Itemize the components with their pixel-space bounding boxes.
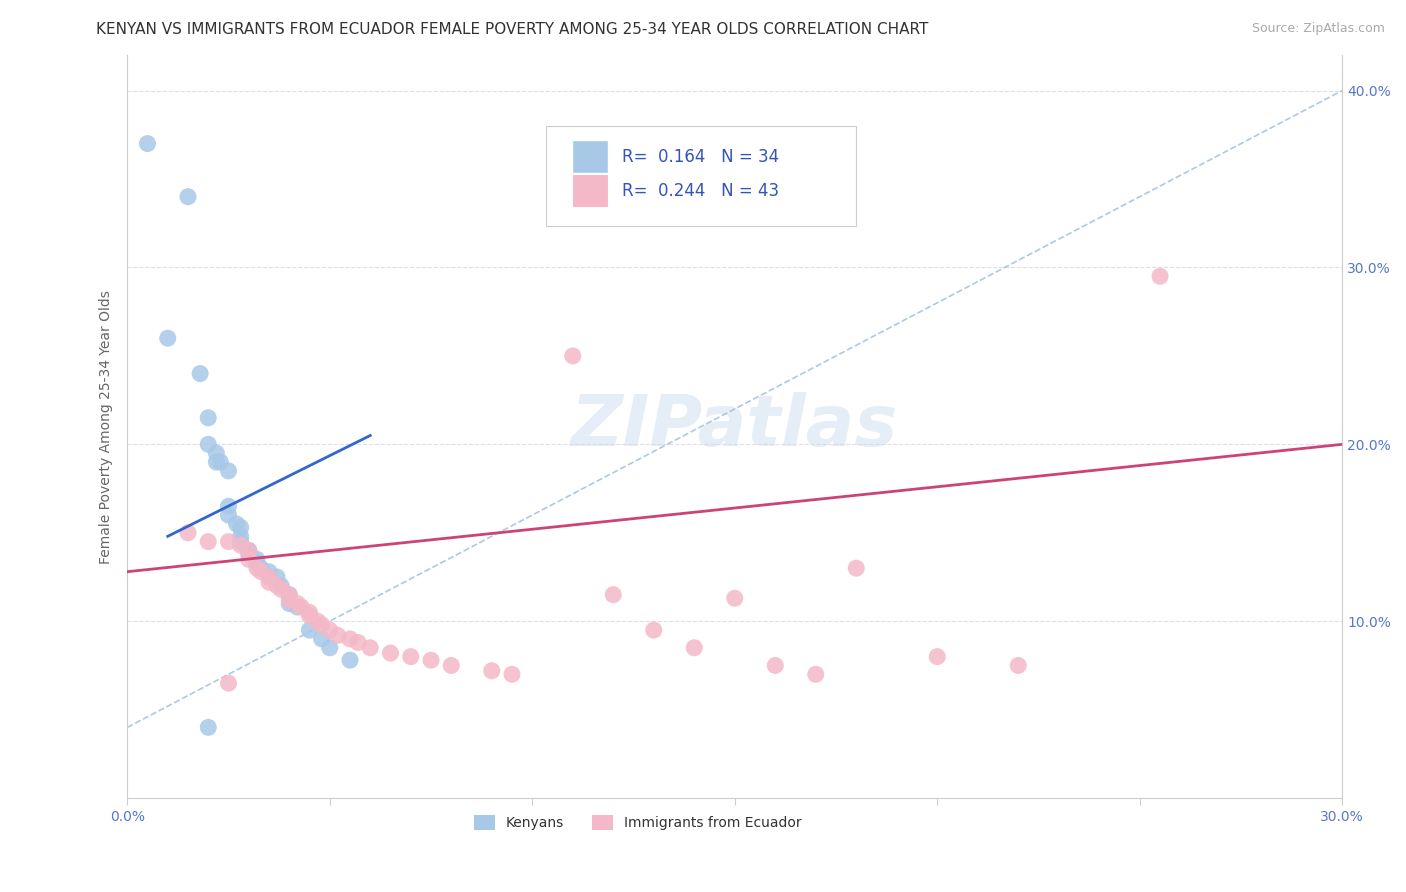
Point — [218, 464, 240, 478]
Point — [270, 579, 292, 593]
Point — [218, 676, 240, 690]
Point — [804, 667, 827, 681]
Legend: Kenyans, Immigrants from Ecuador: Kenyans, Immigrants from Ecuador — [468, 810, 807, 836]
Text: KENYAN VS IMMIGRANTS FROM ECUADOR FEMALE POVERTY AMONG 25-34 YEAR OLDS CORRELATI: KENYAN VS IMMIGRANTS FROM ECUADOR FEMALE… — [96, 22, 928, 37]
Point — [205, 455, 228, 469]
Point — [927, 649, 949, 664]
Point — [257, 575, 280, 590]
Point — [311, 632, 333, 646]
Point — [229, 529, 252, 543]
Point — [359, 640, 381, 655]
Point — [250, 561, 273, 575]
Point — [229, 534, 252, 549]
Point — [177, 525, 200, 540]
Point — [197, 410, 219, 425]
Point — [319, 640, 342, 655]
Point — [218, 508, 240, 522]
Point — [229, 520, 252, 534]
Point — [298, 606, 321, 620]
Point — [763, 658, 786, 673]
Point — [339, 653, 361, 667]
Point — [285, 600, 308, 615]
Point — [250, 565, 273, 579]
Point — [285, 597, 308, 611]
Point — [339, 632, 361, 646]
Point — [266, 570, 288, 584]
Point — [205, 446, 228, 460]
Text: ZIPatlas: ZIPatlas — [571, 392, 898, 461]
Point — [399, 649, 422, 664]
Point — [501, 667, 523, 681]
Point — [136, 136, 159, 151]
Point — [298, 608, 321, 623]
Point — [307, 614, 329, 628]
Point — [197, 534, 219, 549]
Point — [278, 593, 301, 607]
FancyBboxPatch shape — [547, 126, 856, 226]
Text: R=  0.244   N = 43: R= 0.244 N = 43 — [621, 182, 779, 200]
Point — [238, 547, 260, 561]
Point — [238, 543, 260, 558]
Point — [246, 561, 269, 575]
Point — [257, 570, 280, 584]
Point — [347, 635, 370, 649]
Point — [218, 500, 240, 514]
Point — [156, 331, 179, 345]
Point — [218, 534, 240, 549]
Point — [1007, 658, 1029, 673]
Point — [246, 556, 269, 570]
Point — [326, 628, 349, 642]
Point — [602, 588, 624, 602]
Point — [319, 623, 342, 637]
Point — [257, 565, 280, 579]
Point — [298, 623, 321, 637]
Point — [197, 720, 219, 734]
Point — [177, 189, 200, 203]
Point — [238, 552, 260, 566]
Point — [724, 591, 747, 606]
Point — [225, 516, 247, 531]
Point — [481, 664, 503, 678]
Point — [1149, 269, 1171, 284]
Point — [278, 588, 301, 602]
Y-axis label: Female Poverty Among 25-34 Year Olds: Female Poverty Among 25-34 Year Olds — [100, 290, 114, 564]
Text: Source: ZipAtlas.com: Source: ZipAtlas.com — [1251, 22, 1385, 36]
Point — [209, 455, 232, 469]
Point — [278, 588, 301, 602]
Point — [229, 538, 252, 552]
Point — [440, 658, 463, 673]
Point — [420, 653, 443, 667]
Text: R=  0.164   N = 34: R= 0.164 N = 34 — [621, 148, 779, 166]
FancyBboxPatch shape — [574, 175, 607, 206]
Point — [683, 640, 706, 655]
Point — [188, 367, 211, 381]
FancyBboxPatch shape — [574, 141, 607, 172]
Point — [643, 623, 665, 637]
Point — [238, 543, 260, 558]
Point — [246, 552, 269, 566]
Point — [561, 349, 583, 363]
Point — [197, 437, 219, 451]
Point — [270, 582, 292, 597]
Point — [290, 600, 312, 615]
Point — [278, 597, 301, 611]
Point — [238, 543, 260, 558]
Point — [845, 561, 868, 575]
Point — [311, 617, 333, 632]
Point — [380, 646, 402, 660]
Point — [266, 579, 288, 593]
Point — [257, 570, 280, 584]
